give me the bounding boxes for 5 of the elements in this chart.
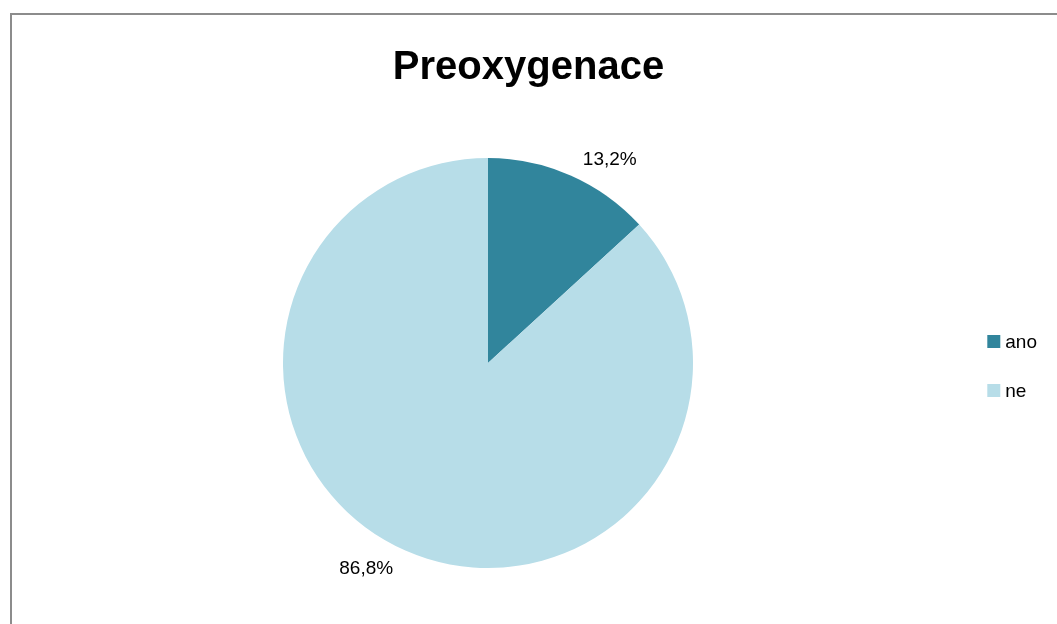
chart-title: Preoxygenace	[392, 43, 665, 87]
legend-label: ano	[1005, 331, 1037, 352]
legend-label: ne	[1005, 380, 1027, 401]
data-label: 13,2%	[582, 148, 637, 170]
data-label: 86,8%	[339, 556, 394, 578]
